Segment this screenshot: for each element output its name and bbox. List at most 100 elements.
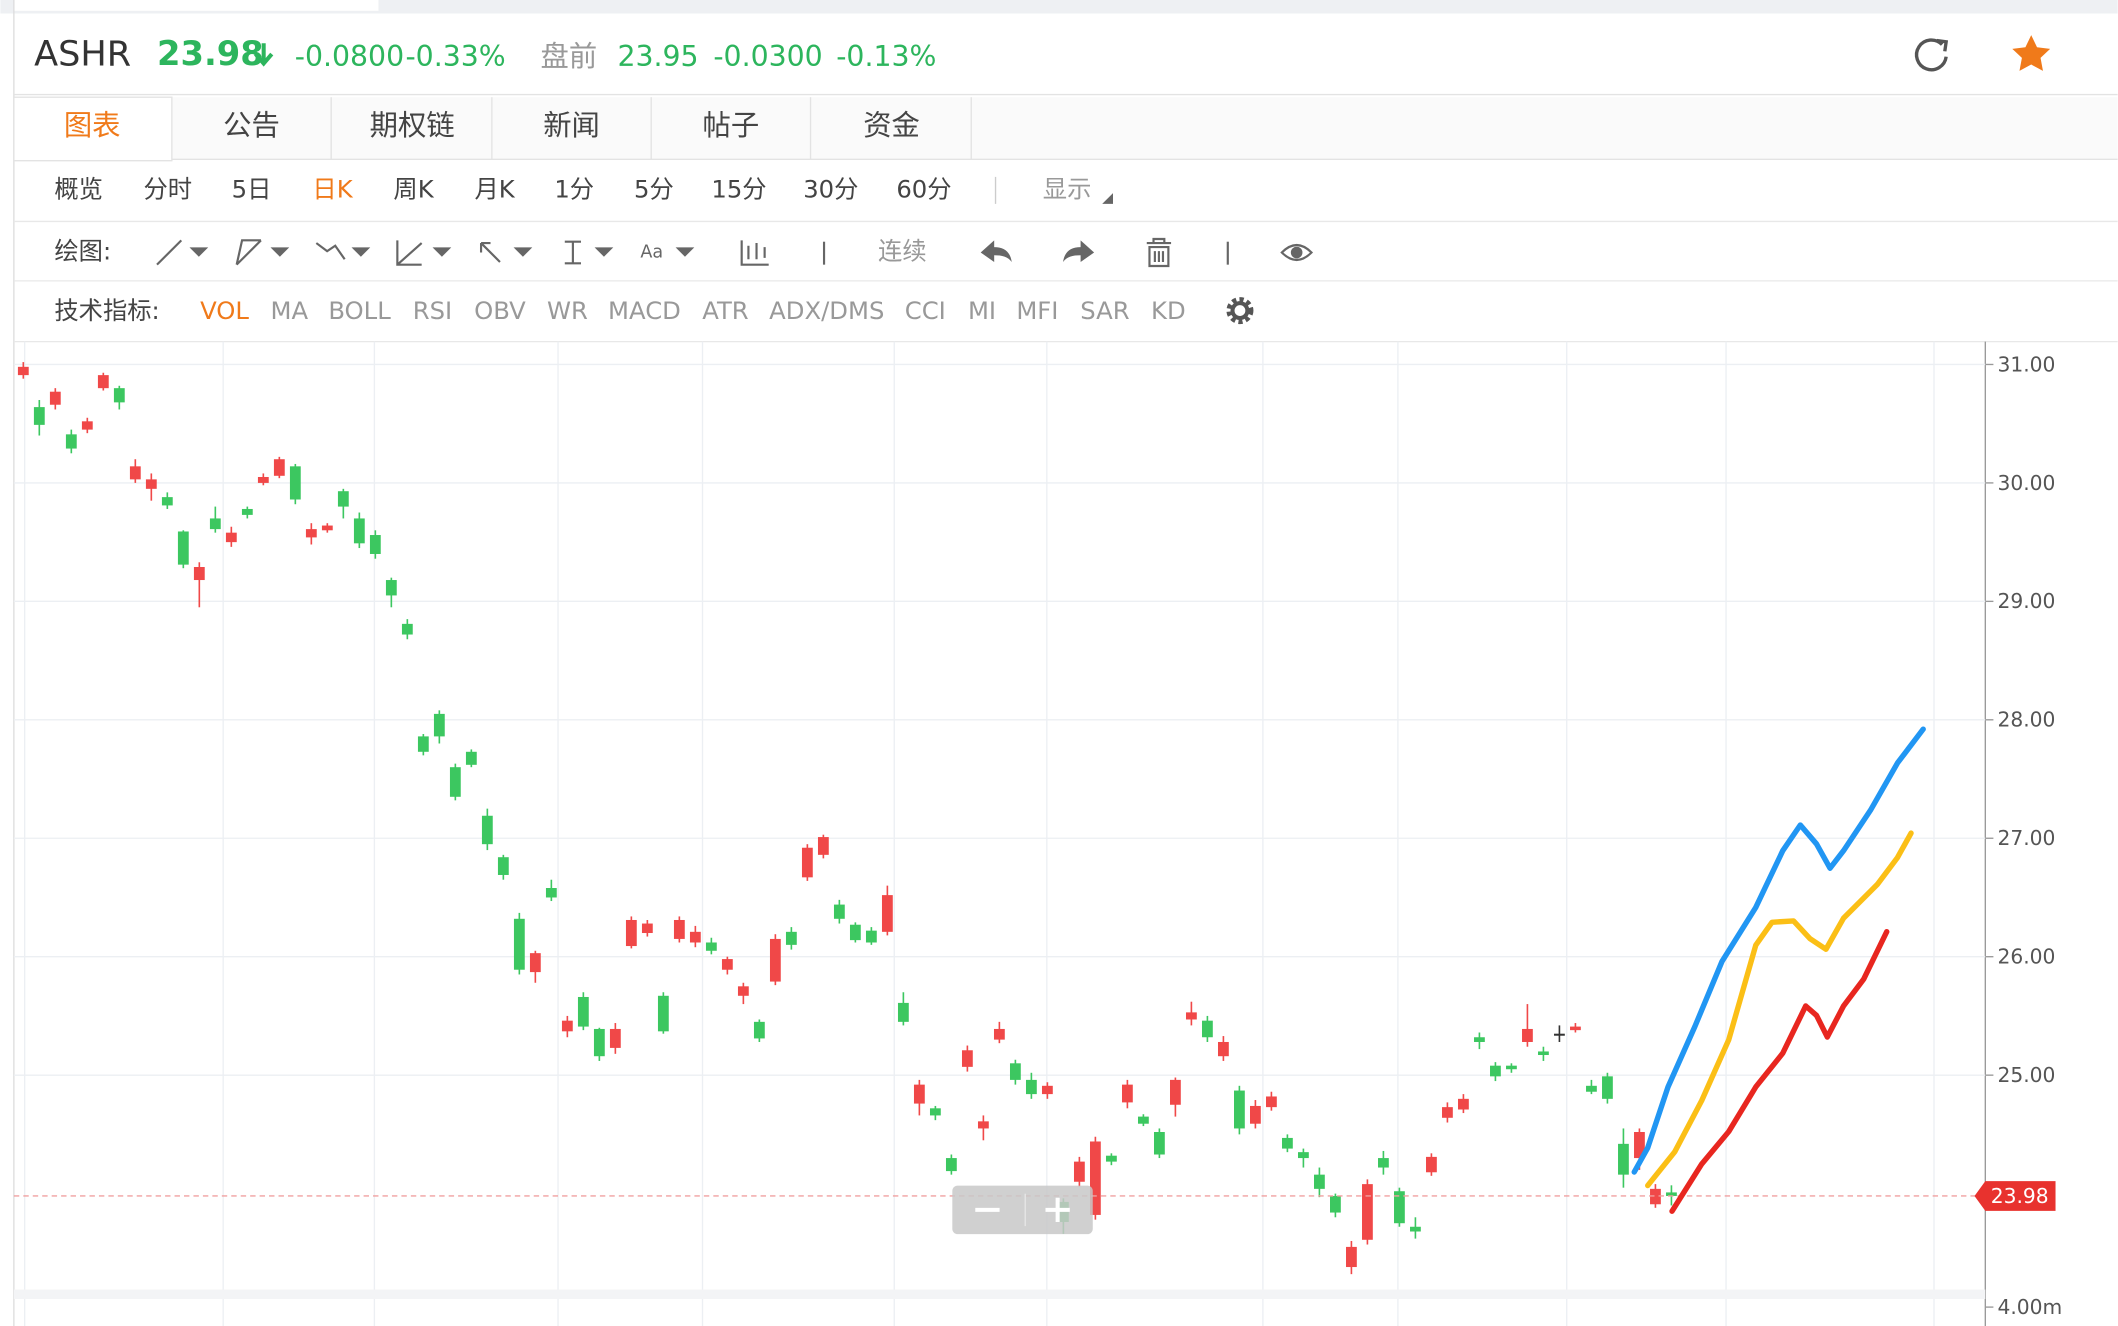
candle-body xyxy=(673,919,685,939)
candle-body xyxy=(913,1084,925,1104)
candle-body xyxy=(977,1121,989,1129)
zoom-in[interactable] xyxy=(1045,1197,1070,1223)
symbol: ASHR xyxy=(34,33,131,74)
tab[interactable]: 新闻 xyxy=(543,109,600,142)
font-button[interactable]: Aa xyxy=(640,243,663,263)
indicator[interactable]: BOLL xyxy=(328,296,391,325)
candle-body xyxy=(161,497,173,506)
indicator[interactable]: MA xyxy=(271,296,309,325)
candle-body xyxy=(737,986,749,996)
candle-body xyxy=(545,888,557,898)
y-tick-label: 28.00 xyxy=(1997,708,2055,732)
tab[interactable]: 期权链 xyxy=(370,109,455,142)
candle-body xyxy=(1314,1174,1325,1189)
candle-body xyxy=(881,895,893,932)
indicator[interactable]: MFI xyxy=(1016,296,1058,325)
indicator[interactable]: ATR xyxy=(702,296,749,325)
tab[interactable]: 资金 xyxy=(863,109,920,142)
drawing-toolbar: 绘图: Aa 连续 xyxy=(54,237,1314,268)
period[interactable]: 5日 xyxy=(232,174,272,203)
candle-body xyxy=(1009,1063,1021,1080)
candle-body xyxy=(1169,1079,1181,1105)
candle-body xyxy=(209,518,221,530)
candle-body xyxy=(33,407,45,425)
price: 23.98 xyxy=(157,34,264,73)
star-icon[interactable] xyxy=(2012,35,2051,71)
indicator[interactable]: MACD xyxy=(608,296,681,325)
candle-body xyxy=(1458,1098,1469,1110)
candle-body xyxy=(481,815,493,845)
y-tick-label: 31.00 xyxy=(1997,352,2055,376)
candle-body xyxy=(1442,1107,1453,1118)
change-pct: -0.33% xyxy=(405,40,505,73)
candle-body xyxy=(241,508,253,515)
continuous-toggle[interactable]: 连续 xyxy=(878,237,927,266)
tab[interactable]: 图表 xyxy=(64,109,121,142)
candle-body xyxy=(817,837,829,855)
candle-body xyxy=(641,923,653,934)
candle-body xyxy=(1266,1096,1277,1108)
candle-body xyxy=(417,736,429,752)
period[interactable]: 15分 xyxy=(711,174,766,203)
period[interactable]: 分时 xyxy=(144,174,193,203)
candle-body xyxy=(1105,1155,1117,1162)
tabs: 图表 公告 期权链 新闻 帖子 资金 xyxy=(13,96,2118,162)
premarket-price: 23.95 xyxy=(617,40,698,73)
candle-body xyxy=(465,751,477,765)
candle-body xyxy=(1490,1065,1501,1077)
period-bar: 概览 分时 5日 日K 周K 月K 1分 5分 15分 30分 60分 显示 xyxy=(54,174,1114,204)
tab[interactable]: 帖子 xyxy=(703,109,760,142)
candle-body xyxy=(1025,1079,1037,1095)
candle-body xyxy=(753,1021,765,1039)
candle-body xyxy=(1346,1246,1357,1268)
candle-body xyxy=(1298,1152,1309,1159)
tab[interactable]: 公告 xyxy=(223,109,280,142)
period[interactable]: 1分 xyxy=(554,174,594,203)
candle-body xyxy=(529,953,541,973)
refresh-icon[interactable] xyxy=(1914,38,1949,72)
candle-body xyxy=(577,996,589,1027)
period[interactable]: 概览 xyxy=(54,174,103,203)
candle-body xyxy=(945,1158,957,1172)
indicator[interactable]: CCI xyxy=(905,296,946,325)
indicator[interactable]: VOL xyxy=(200,296,249,325)
candle-body xyxy=(1137,1116,1149,1124)
candle-body xyxy=(865,930,877,943)
candle-body xyxy=(353,518,365,544)
indicator[interactable]: RSI xyxy=(413,296,452,325)
period[interactable]: 5分 xyxy=(634,174,674,203)
period[interactable]: 周K xyxy=(393,174,434,203)
period[interactable]: 60分 xyxy=(896,174,951,203)
display-menu[interactable]: 显示 xyxy=(1043,174,1092,203)
candle-body xyxy=(1250,1105,1261,1124)
candle-body xyxy=(833,904,845,919)
indicator[interactable]: SAR xyxy=(1080,296,1129,325)
zoom-control xyxy=(952,1185,1093,1235)
price-panel: 31.00 30.00 29.00 28.00 27.00 26.00 25.00 23.98 xyxy=(13,352,2056,1275)
candle-body xyxy=(97,375,109,389)
y-tick-label: 25.00 xyxy=(1997,1063,2055,1087)
candle-body xyxy=(273,459,285,476)
indicator-label: 技术指标: xyxy=(54,296,159,325)
candle-body xyxy=(1410,1226,1421,1232)
candle-body xyxy=(1282,1137,1293,1149)
indicator[interactable]: WR xyxy=(547,296,588,325)
indicator[interactable]: OBV xyxy=(474,296,526,325)
settings-icon[interactable] xyxy=(1226,297,1254,325)
candle-body xyxy=(785,931,797,945)
indicator[interactable]: KD xyxy=(1151,296,1186,325)
indicator[interactable]: MI xyxy=(968,296,996,325)
candle-body xyxy=(1538,1051,1549,1056)
candle-body xyxy=(113,388,125,403)
indicator[interactable]: ADX/DMS xyxy=(769,296,884,325)
last-price-label: 23.98 xyxy=(1991,1184,2049,1208)
period[interactable]: 月K xyxy=(474,174,515,203)
candle-body xyxy=(1378,1158,1389,1168)
candle-body xyxy=(1634,1132,1645,1159)
period[interactable]: 30分 xyxy=(803,174,858,203)
period[interactable]: 日K xyxy=(312,174,353,203)
candle-body xyxy=(1554,1033,1565,1036)
candle-body xyxy=(385,580,397,596)
